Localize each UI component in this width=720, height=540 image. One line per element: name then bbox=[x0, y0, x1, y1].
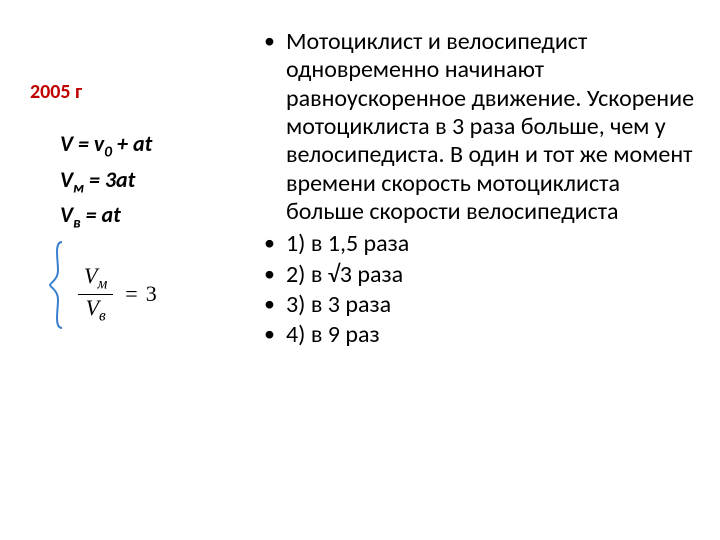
formula-eq: = bbox=[73, 130, 94, 157]
den-sym: V bbox=[86, 295, 99, 320]
option-2: 2) в √3 раза bbox=[260, 261, 700, 289]
option-1: 1) в 1,5 раза bbox=[260, 230, 700, 258]
formula-moto: Vм = 3at bbox=[60, 164, 152, 200]
ratio-eq: = bbox=[125, 281, 137, 307]
formula-general: V = v0 + at bbox=[60, 128, 152, 164]
formula-m-lhs: V bbox=[60, 166, 73, 193]
fraction-numerator: Vм bbox=[78, 263, 113, 294]
brace-icon bbox=[48, 240, 66, 330]
formula-plus: + bbox=[112, 130, 133, 157]
formula-m-sub: м bbox=[73, 178, 84, 197]
ratio-block: Vм Vв = 3 bbox=[48, 240, 157, 330]
fraction-denominator: Vв bbox=[80, 295, 112, 326]
formula-v-rhs: at bbox=[102, 201, 121, 228]
formula-m-eq: = bbox=[84, 166, 105, 193]
den-sub: в bbox=[99, 307, 106, 324]
formula-m-rhs: 3at bbox=[105, 166, 135, 193]
ratio-expression: Vм Vв = 3 bbox=[72, 263, 157, 326]
option-4: 4) в 9 раз bbox=[260, 321, 700, 349]
fraction: Vм Vв bbox=[78, 263, 113, 326]
formula-lhs: V bbox=[60, 130, 73, 157]
problem-block: Мотоциклист и велосипедист одновременно … bbox=[260, 28, 700, 351]
formula-v: v bbox=[94, 130, 104, 157]
formula-v-eq: = bbox=[81, 201, 102, 228]
formulas-block: V = v0 + at Vм = 3at Vв = at bbox=[60, 128, 152, 235]
formula-v-lhs: V bbox=[60, 201, 73, 228]
formula-v-sub: в bbox=[73, 214, 81, 233]
num-sub: м bbox=[97, 275, 107, 292]
formula-velo: Vв = at bbox=[60, 199, 152, 235]
option-3: 3) в 3 раза bbox=[260, 291, 700, 319]
year-label: 2005 г bbox=[30, 80, 82, 104]
formula-sub0: 0 bbox=[104, 142, 112, 161]
ratio-value: 3 bbox=[146, 281, 157, 307]
num-sym: V bbox=[84, 263, 97, 288]
formula-at: at bbox=[133, 130, 152, 157]
problem-text: Мотоциклист и велосипедист одновременно … bbox=[260, 28, 700, 226]
